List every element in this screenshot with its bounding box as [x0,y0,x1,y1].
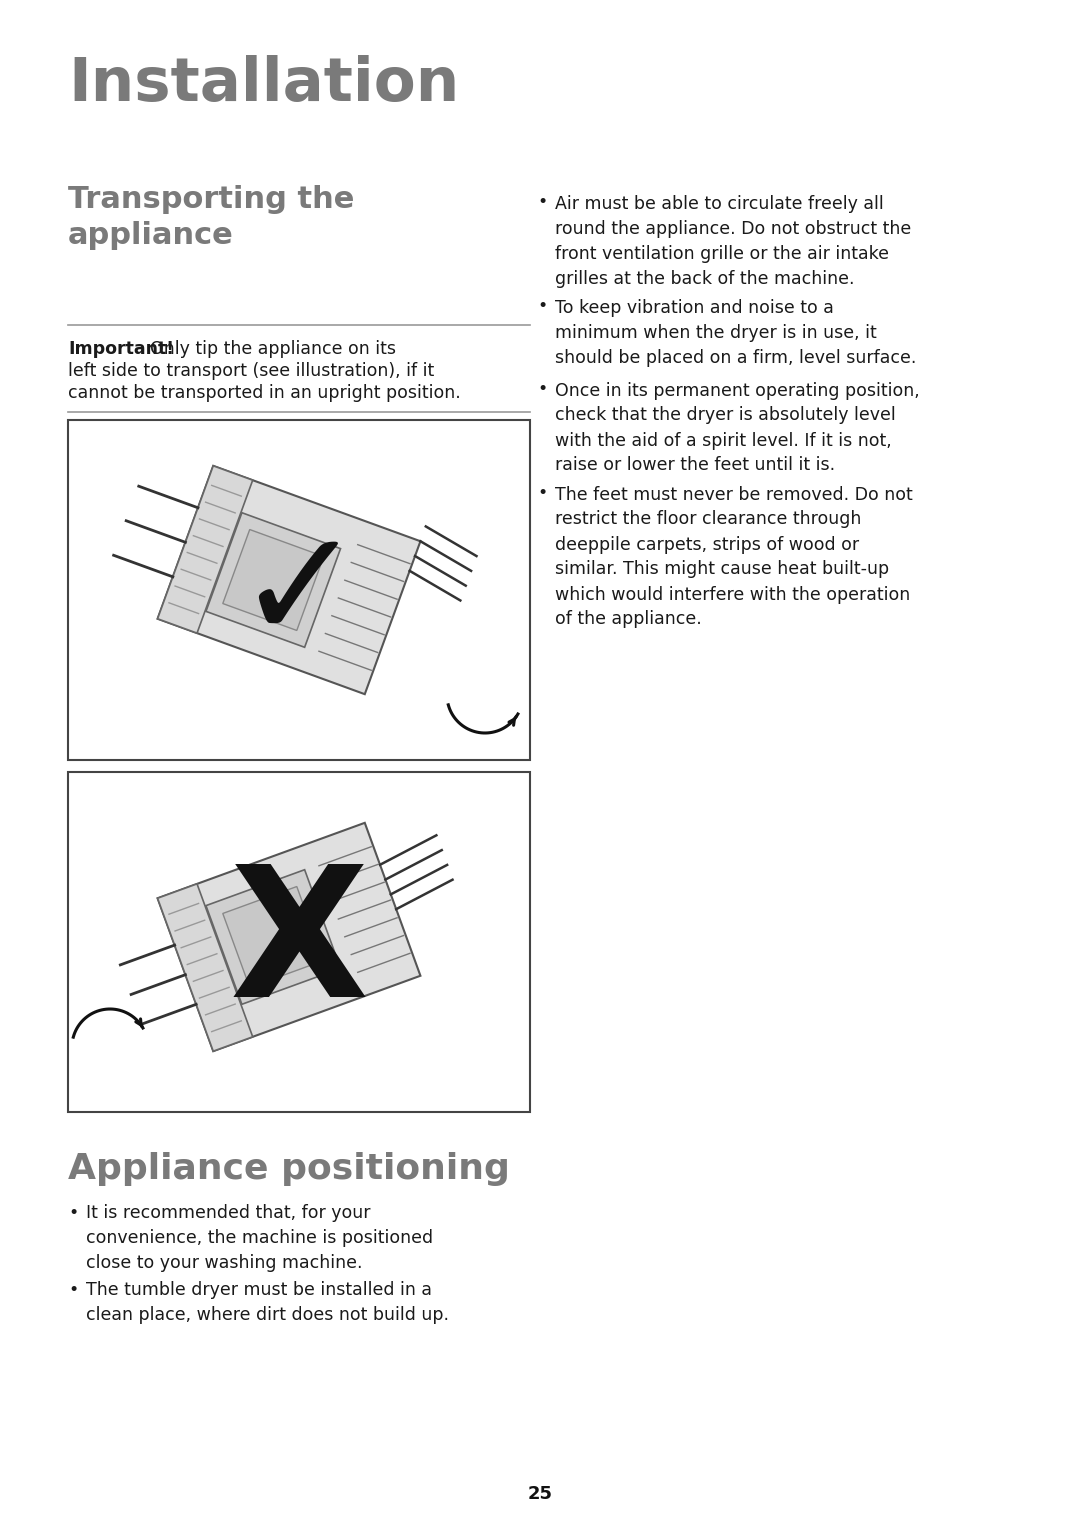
Polygon shape [222,887,324,988]
Bar [68,772,530,1112]
Text: It is recommended that, for your
convenience, the machine is positioned
close to: It is recommended that, for your conveni… [86,1203,433,1272]
Text: left side to transport (see illustration), if it: left side to transport (see illustration… [68,362,434,381]
Polygon shape [158,823,420,1050]
Polygon shape [158,466,253,633]
Text: X: X [229,859,368,1035]
Text: •: • [68,1281,78,1300]
Text: cannot be transported in an upright position.: cannot be transported in an upright posi… [68,384,461,402]
Polygon shape [158,884,253,1050]
Text: Once in its permanent operating position,
check that the dryer is absolutely lev: Once in its permanent operating position… [555,382,920,474]
Text: The tumble dryer must be installed in a
clean place, where dirt does not build u: The tumble dryer must be installed in a … [86,1281,449,1324]
Text: •: • [537,379,548,398]
Text: 25: 25 [527,1485,553,1503]
Polygon shape [222,529,324,630]
Text: •: • [68,1203,78,1222]
Polygon shape [158,466,420,694]
Text: Air must be able to circulate freely all
round the appliance. Do not obstruct th: Air must be able to circulate freely all… [555,196,912,287]
Text: Installation: Installation [68,55,459,115]
Text: •: • [537,297,548,315]
Bar [68,420,530,760]
Text: Important!: Important! [68,339,174,358]
Text: •: • [537,193,548,211]
Text: •: • [537,483,548,502]
Text: Transporting the
appliance: Transporting the appliance [68,185,354,249]
Text: Appliance positioning: Appliance positioning [68,1151,510,1187]
Polygon shape [206,870,340,1005]
Text: Only tip the appliance on its: Only tip the appliance on its [150,339,396,358]
Polygon shape [206,512,340,647]
Text: The feet must never be removed. Do not
restrict the floor clearance through
deep: The feet must never be removed. Do not r… [555,486,913,628]
Text: To keep vibration and noise to a
minimum when the dryer is in use, it
should be : To keep vibration and noise to a minimum… [555,300,916,367]
Text: ✓: ✓ [235,520,363,670]
